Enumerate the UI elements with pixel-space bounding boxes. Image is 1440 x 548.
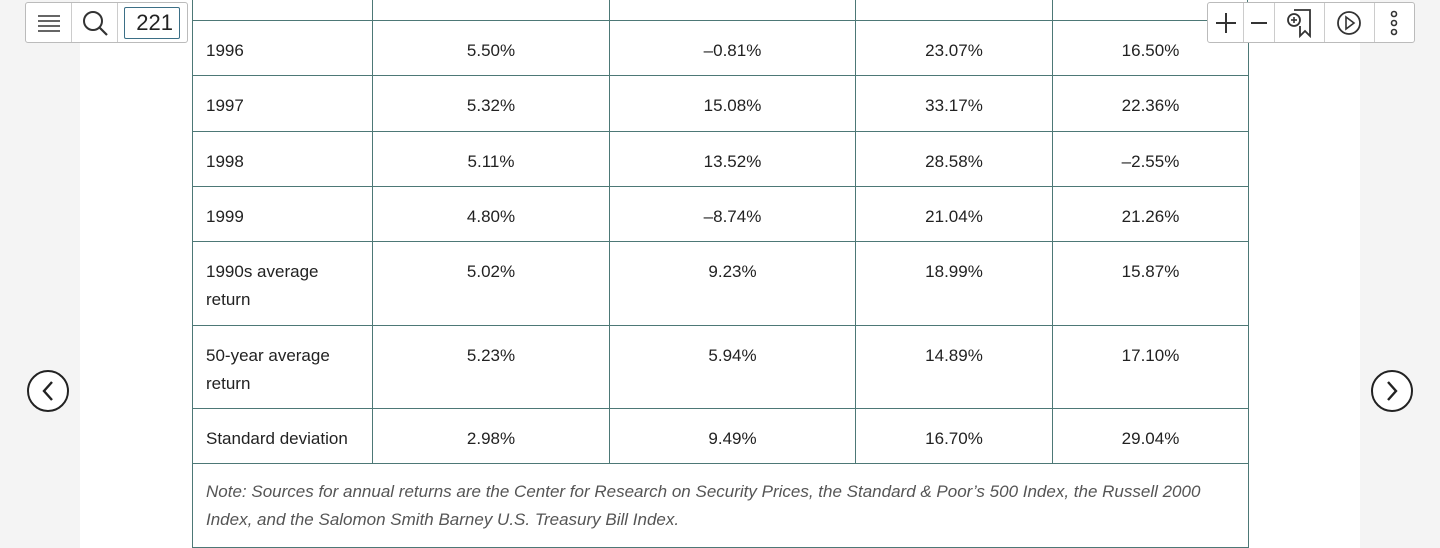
table-note: Note: Sources for annual returns are the… — [192, 463, 1249, 548]
table-cell: 5.50% — [372, 20, 610, 76]
row-label: 1996 — [192, 20, 373, 76]
page-number-input[interactable]: 221 — [124, 6, 180, 39]
right-toolbar — [1207, 2, 1415, 43]
table-cell: 18.99% — [855, 241, 1053, 326]
table-cell: 22.36% — [1052, 75, 1249, 132]
search-icon — [82, 10, 108, 36]
zoom-out-button[interactable] — [1244, 3, 1275, 42]
table-cell: 16.70% — [855, 408, 1053, 464]
table-cell: 15.87% — [1052, 241, 1249, 326]
table-row: 50-year average return 5.23% 5.94% 14.89% 17… — [192, 325, 1249, 409]
table-cell: 29.04% — [1052, 408, 1249, 464]
zoom-in-button[interactable] — [1208, 3, 1245, 42]
table-cell: 4.80% — [372, 186, 610, 242]
menu-icon — [37, 14, 60, 32]
row-label: Standard deviation — [192, 408, 373, 464]
next-page-button[interactable] — [1371, 370, 1413, 412]
table-row: 1997 5.32% 15.08% 33.17% 22.36% — [192, 75, 1249, 132]
table-cell: 14.89% — [855, 325, 1053, 409]
cell-border — [1052, 0, 1053, 21]
table-body: 1996 5.50% –0.81% 23.07% 16.50% 1997 5.32% 15.0… — [192, 20, 1249, 548]
table-row: 1999 4.80% –8.74% 21.04% 21.26% — [192, 186, 1249, 242]
table-cell: 5.32% — [372, 75, 610, 132]
play-button[interactable] — [1325, 3, 1375, 42]
minus-icon — [1251, 21, 1267, 24]
search-button[interactable] — [72, 3, 118, 42]
table-cell: 15.08% — [609, 75, 856, 132]
table-row: 1996 5.50% –0.81% 23.07% 16.50% — [192, 20, 1249, 76]
left-toolbar: 221 — [25, 2, 188, 43]
table-cell: 13.52% — [609, 131, 856, 187]
row-label: 1998 — [192, 131, 373, 187]
table-cell: 21.04% — [855, 186, 1053, 242]
plus-icon — [1215, 12, 1236, 33]
table-cell: 2.98% — [372, 408, 610, 464]
previous-page-button[interactable] — [27, 370, 69, 412]
table-cell: 5.94% — [609, 325, 856, 409]
table-cell: 9.49% — [609, 408, 856, 464]
table-row: Standard deviation 2.98% 9.49% 16.70% 29.04% — [192, 408, 1249, 464]
table-cell: –0.81% — [609, 20, 856, 76]
table-row: 1998 5.11% 13.52% 28.58% –2.55% — [192, 131, 1249, 187]
menu-button[interactable] — [26, 3, 72, 42]
table-cell: 23.07% — [855, 20, 1053, 76]
chevron-left — [42, 381, 53, 401]
bookmark-button[interactable] — [1275, 3, 1325, 42]
cell-border — [372, 0, 373, 21]
table-cell: –2.55% — [1052, 131, 1249, 187]
row-label: 1990s average return — [192, 241, 373, 326]
table-cell: 17.10% — [1052, 325, 1249, 409]
row-label: 50-year average return — [192, 325, 373, 409]
cell-border — [609, 0, 610, 21]
table-cell: 33.17% — [855, 75, 1053, 132]
row-label: 1999 — [192, 186, 373, 242]
chevron-right — [1387, 381, 1398, 401]
bookmark-icon — [1287, 8, 1312, 38]
table-cell: 5.02% — [372, 241, 610, 326]
table-cell: 28.58% — [855, 131, 1053, 187]
table-row: 1990s average return 5.02% 9.23% 18.99% 15.8… — [192, 241, 1249, 326]
returns-table: 1996 5.50% –0.81% 23.07% 16.50% 1997 5.32% 15.0… — [192, 20, 1249, 548]
more-button[interactable] — [1375, 3, 1414, 42]
table-cell: 21.26% — [1052, 186, 1249, 242]
more-icon — [1391, 10, 1398, 35]
table-cell: 5.11% — [372, 131, 610, 187]
table-cell: 5.23% — [372, 325, 610, 409]
row-label: 1997 — [192, 75, 373, 132]
cell-border — [855, 0, 856, 21]
table-cell: –8.74% — [609, 186, 856, 242]
table-cut-row — [192, 0, 1248, 21]
play-icon — [1337, 10, 1362, 35]
note-row: Note: Sources for annual returns are the… — [192, 463, 1249, 548]
table-cell: 9.23% — [609, 241, 856, 326]
